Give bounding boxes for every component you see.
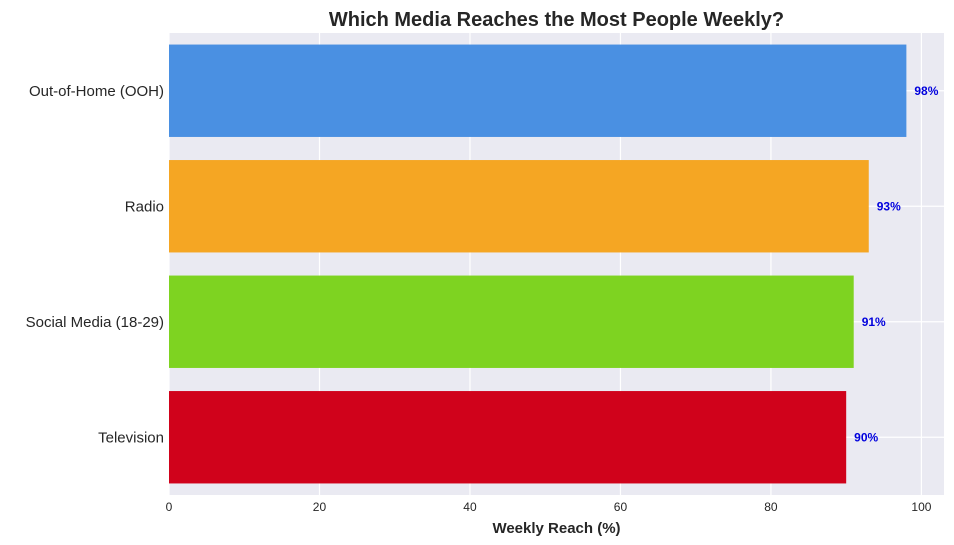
y-tick-label: Radio — [125, 198, 164, 215]
data-label: 93% — [877, 199, 901, 213]
bar — [169, 275, 854, 368]
bars — [169, 44, 907, 484]
bar — [169, 44, 907, 137]
data-labels: 98% 93% 91% 90% — [854, 84, 939, 445]
x-axis-label: Weekly Reach (%) — [492, 520, 620, 537]
x-tick-label: 20 — [313, 500, 327, 514]
bar — [169, 391, 847, 484]
x-tick-label: 60 — [614, 500, 628, 514]
data-label: 98% — [914, 84, 938, 98]
x-tick-label: 0 — [166, 500, 173, 514]
data-label: 90% — [854, 430, 878, 444]
x-tick-labels: 0 20 40 60 80 100 — [166, 500, 932, 514]
x-tick-label: 100 — [911, 500, 931, 514]
y-tick-label: Social Media (18-29) — [26, 314, 164, 331]
bar — [169, 160, 869, 253]
chart-title: Which Media Reaches the Most People Week… — [329, 9, 784, 31]
y-tick-label: Television — [98, 429, 164, 446]
x-tick-label: 40 — [463, 500, 477, 514]
data-label: 91% — [862, 315, 886, 329]
y-tick-label: Out-of-Home (OOH) — [29, 83, 164, 100]
x-tick-label: 80 — [764, 500, 778, 514]
y-tick-labels: Out-of-Home (OOH) Radio Social Media (18-2… — [26, 83, 164, 447]
